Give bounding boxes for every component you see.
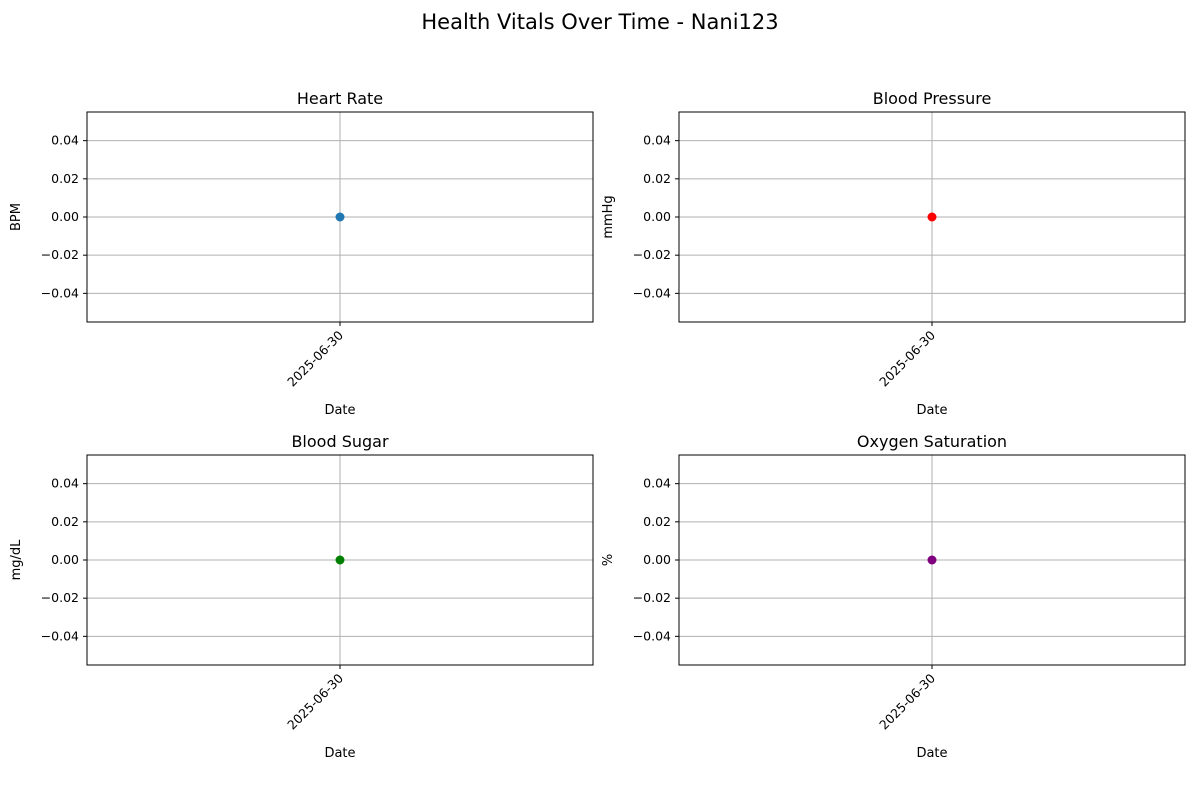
x-axis-label: Date	[324, 746, 355, 761]
y-axis-label: BPM	[9, 203, 24, 231]
y-tick-label: −0.04	[41, 628, 79, 643]
y-tick-label: −0.02	[633, 590, 671, 605]
x-tick-label: 2025-06-30	[876, 670, 938, 732]
x-axis-label: Date	[916, 746, 947, 761]
y-axis-label: mmHg	[601, 195, 616, 238]
y-tick-label: −0.02	[41, 247, 79, 262]
data-point	[927, 212, 937, 222]
y-tick-label: −0.04	[633, 628, 671, 643]
heart-rate-chart: −0.04 −0.02 0.00 0.02 0.04 2025-06-30 Heart Ra…	[9, 89, 594, 418]
y-tick-label: 0.00	[51, 209, 79, 224]
data-point	[927, 555, 937, 565]
blood-pressure-chart: −0.04 −0.02 0.00 0.02 0.04 2025-06-30 Blood Pr…	[601, 89, 1186, 418]
x-axis-label: Date	[916, 403, 947, 418]
y-tick-label: 0.04	[643, 133, 671, 148]
y-tick-label: 0.00	[643, 552, 671, 567]
y-tick-label: −0.04	[633, 285, 671, 300]
y-tick-label: −0.04	[41, 285, 79, 300]
x-axis-label: Date	[324, 403, 355, 418]
y-tick-label: 0.02	[51, 171, 79, 186]
subplot-title: Blood Pressure	[873, 89, 992, 108]
y-axis-label: mg/dL	[9, 539, 24, 581]
y-tick-label: −0.02	[633, 247, 671, 262]
y-tick-label: 0.04	[643, 476, 671, 491]
y-tick-label: 0.02	[643, 171, 671, 186]
y-tick-label: 0.04	[51, 476, 79, 491]
y-tick-label: 0.00	[643, 209, 671, 224]
x-tick-label: 2025-06-30	[876, 327, 938, 389]
subplot-title: Blood Sugar	[291, 432, 389, 451]
y-tick-label: 0.00	[51, 552, 79, 567]
y-tick-label: 0.02	[51, 514, 79, 529]
y-tick-label: −0.02	[41, 590, 79, 605]
figure-title: Health Vitals Over Time - Nani123	[421, 10, 779, 34]
oxygen-saturation-chart: −0.04 −0.02 0.00 0.02 0.04 2025-06-30 Oxygen S…	[601, 432, 1186, 761]
subplot-title: Oxygen Saturation	[857, 432, 1007, 451]
data-point	[335, 212, 345, 222]
y-axis-label: %	[601, 554, 616, 566]
y-tick-label: 0.04	[51, 133, 79, 148]
x-tick-label: 2025-06-30	[284, 327, 346, 389]
y-tick-label: 0.02	[643, 514, 671, 529]
x-tick-label: 2025-06-30	[284, 670, 346, 732]
data-point	[335, 555, 345, 565]
subplot-title: Heart Rate	[297, 89, 383, 108]
blood-sugar-chart: −0.04 −0.02 0.00 0.02 0.04 2025-06-30 Blood Su…	[9, 432, 594, 761]
